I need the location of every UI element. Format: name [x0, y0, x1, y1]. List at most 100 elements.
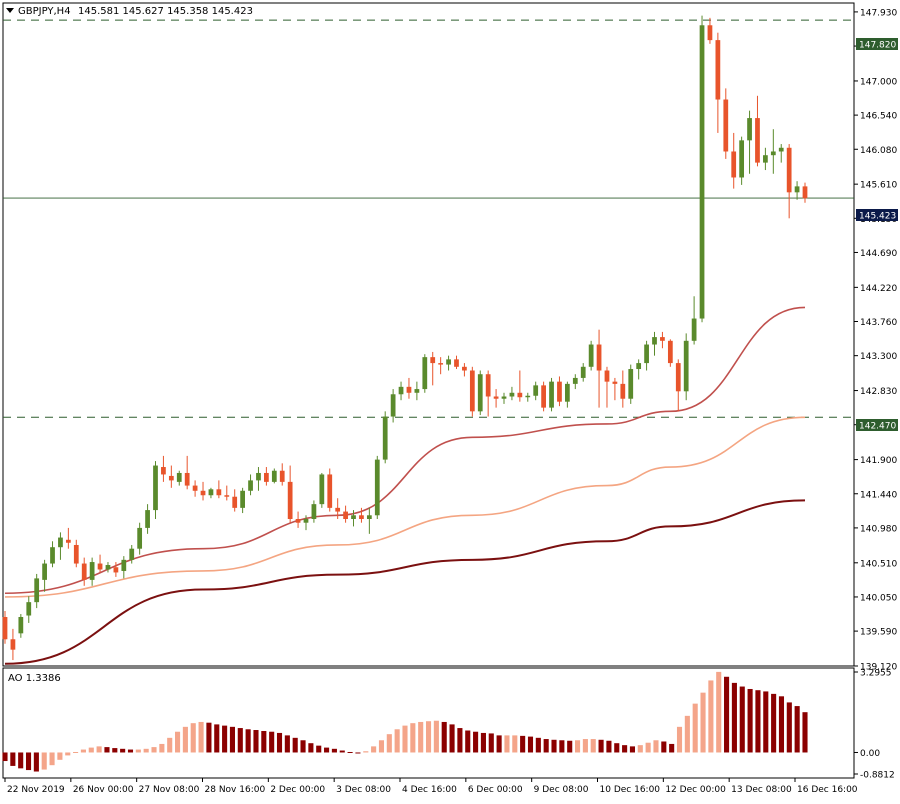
ao-bar: [410, 723, 416, 753]
candle: [366, 507, 372, 534]
ao-bar: [112, 748, 118, 753]
candle: [699, 15, 705, 323]
candle-body: [319, 474, 325, 505]
time-tick-label: 28 Nov 16:00: [205, 785, 266, 795]
time-tick-label: 12 Dec 00:00: [665, 785, 726, 795]
candle: [747, 110, 752, 174]
candle-body: [161, 467, 166, 475]
candle-body: [485, 374, 491, 397]
moving-average-line: [4, 416, 806, 598]
ao-bar: [739, 686, 745, 753]
ao-bar: [143, 748, 149, 753]
candle: [382, 411, 388, 464]
collapse-triangle-icon[interactable]: [6, 8, 14, 13]
candle-body: [802, 186, 808, 199]
candle-body: [2, 616, 8, 640]
candle-body: [462, 366, 467, 371]
price-tick-label: 147.000: [860, 77, 897, 87]
ao-bar: [441, 721, 447, 753]
ao-bar: [716, 671, 722, 753]
candle: [612, 377, 618, 401]
ao-axis: 3.2955 0.00 -0.8812: [854, 669, 895, 781]
time-axis: 22 Nov 2019 26 Nov 00:00 27 Nov 08:00 28 No…: [4, 778, 858, 795]
candle-body: [42, 563, 47, 580]
candle: [303, 515, 309, 531]
ao-bar: [527, 736, 534, 753]
ao-bar: [465, 730, 471, 753]
candle-body: [184, 472, 190, 486]
candle: [477, 370, 483, 416]
ao-bar: [182, 726, 188, 753]
ao-bar: [669, 743, 675, 753]
ao-bar: [590, 739, 596, 753]
candle: [501, 392, 507, 404]
current-price-tag: 145.423: [856, 209, 898, 222]
ao-bar: [49, 752, 55, 766]
candle-body: [81, 563, 87, 580]
ao-bar: [135, 749, 141, 753]
ao-bar: [794, 706, 800, 753]
ao-bar: [582, 739, 588, 753]
ao-bar: [159, 743, 165, 753]
ao-bar: [433, 720, 439, 753]
candle: [248, 474, 253, 496]
candle-body: [168, 475, 174, 481]
candle: [644, 340, 649, 371]
candle-body: [65, 539, 71, 543]
candle-body: [794, 186, 800, 193]
candle: [50, 541, 55, 568]
candle-body: [10, 639, 16, 650]
ao-bar: [104, 747, 110, 753]
symbol-label: GBPJPY,H4: [18, 6, 71, 17]
candle-body: [422, 357, 428, 390]
candle: [81, 557, 87, 586]
candle-body: [739, 140, 745, 178]
candle: [10, 628, 16, 661]
candle-body: [636, 363, 642, 370]
candle: [596, 329, 602, 408]
ao-bar: [261, 730, 267, 753]
ao-bar: [606, 740, 612, 753]
ao-bar: [25, 752, 32, 771]
ao-bar: [661, 741, 667, 753]
time-tick-label: 10 Dec 16:00: [600, 785, 661, 795]
ao-bar: [339, 750, 345, 753]
ao-bar: [755, 690, 761, 753]
ao-bar: [2, 752, 8, 762]
candle: [65, 527, 71, 549]
candle: [89, 557, 95, 586]
ao-bar: [425, 721, 432, 753]
candle-body: [311, 504, 317, 519]
ao-bar: [747, 688, 753, 753]
price-tick-label: 141.440: [860, 490, 897, 500]
candle-body: [406, 386, 412, 393]
ao-bar: [614, 743, 620, 753]
ao-tick-label: 0.00: [860, 749, 880, 759]
candle-body: [446, 359, 451, 365]
candle: [279, 463, 285, 486]
candle-body: [390, 394, 396, 417]
candle: [34, 573, 40, 609]
ao-bar: [802, 712, 808, 753]
candle-body: [477, 374, 483, 412]
price-tick-label: 147.930: [860, 8, 897, 18]
ao-bar: [80, 749, 86, 753]
candle-body: [763, 155, 768, 163]
time-tick-label: 9 Dec 08:00: [534, 785, 589, 795]
candle: [770, 129, 776, 174]
ao-bar: [645, 742, 651, 753]
moving-average-line: [4, 306, 806, 595]
candle-body: [34, 578, 40, 603]
candle: [129, 544, 135, 564]
candle: [691, 296, 697, 345]
candle: [525, 392, 531, 402]
candle-body: [145, 510, 150, 528]
ao-bar: [73, 751, 79, 753]
candle-body: [382, 416, 388, 460]
candle: [295, 511, 301, 528]
ao-bar: [41, 752, 47, 770]
ohlc-values: 145.581 145.627 145.358 145.423: [78, 6, 253, 17]
candle-body: [469, 370, 475, 412]
ao-bar: [308, 743, 314, 753]
candle: [256, 467, 261, 491]
